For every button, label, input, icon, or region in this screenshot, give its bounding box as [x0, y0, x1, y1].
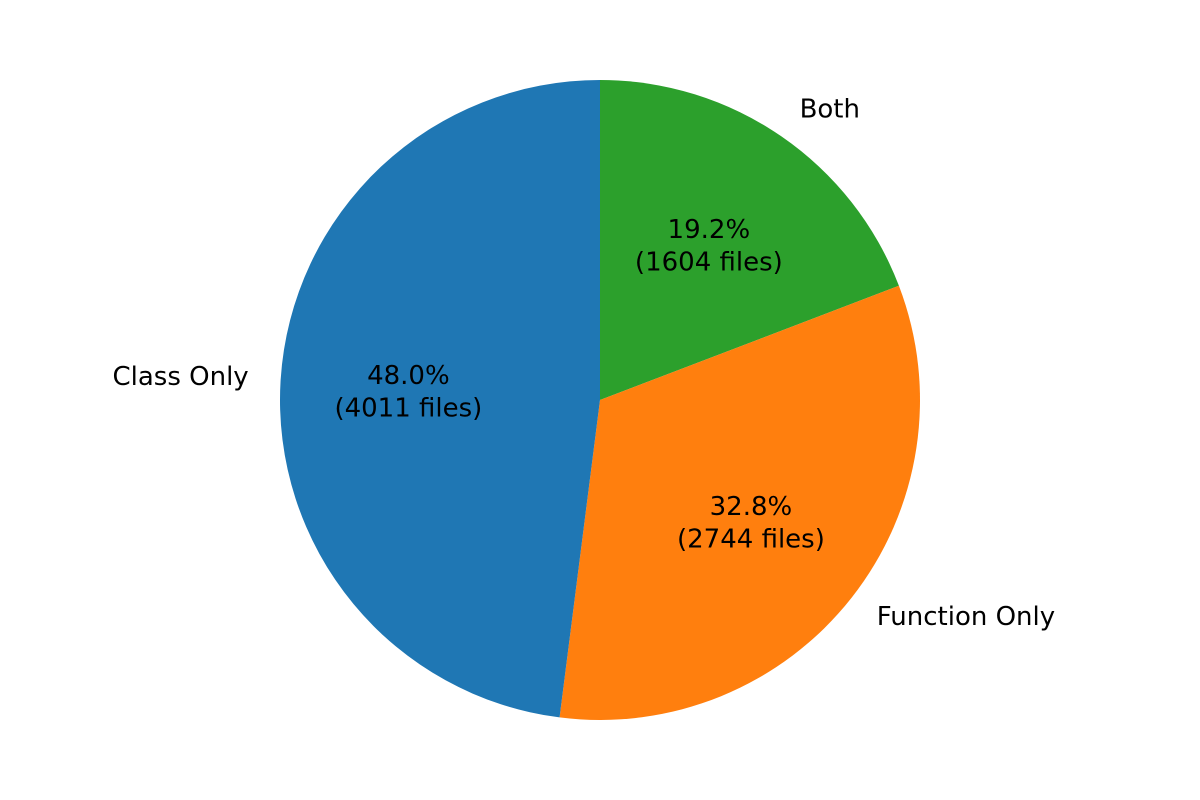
slice-value-label: 32.8% (2744 files) [677, 492, 825, 555]
pie-slice-function-only [559, 285, 920, 720]
slice-count-text: (1604 files) [635, 247, 783, 277]
slice-category-label: Class Only [112, 362, 248, 392]
pie-slice-both [600, 80, 899, 400]
slice-value-label: 19.2% (1604 files) [635, 215, 783, 277]
slice-percent-text: 48.0% [367, 361, 450, 391]
slice-count-text: (4011 files) [334, 393, 482, 423]
slice-category-label: Both [800, 95, 860, 125]
pie-slices [280, 80, 920, 720]
slice-value-label: 48.0% (4011 files) [334, 361, 482, 424]
slice-percent-text: 32.8% [710, 492, 793, 522]
slice-category-label: Function Only [877, 602, 1055, 632]
pie-slice-class-only [280, 80, 600, 718]
slice-percent-text: 19.2% [668, 215, 751, 245]
slice-count-text: (2744 files) [677, 524, 825, 554]
